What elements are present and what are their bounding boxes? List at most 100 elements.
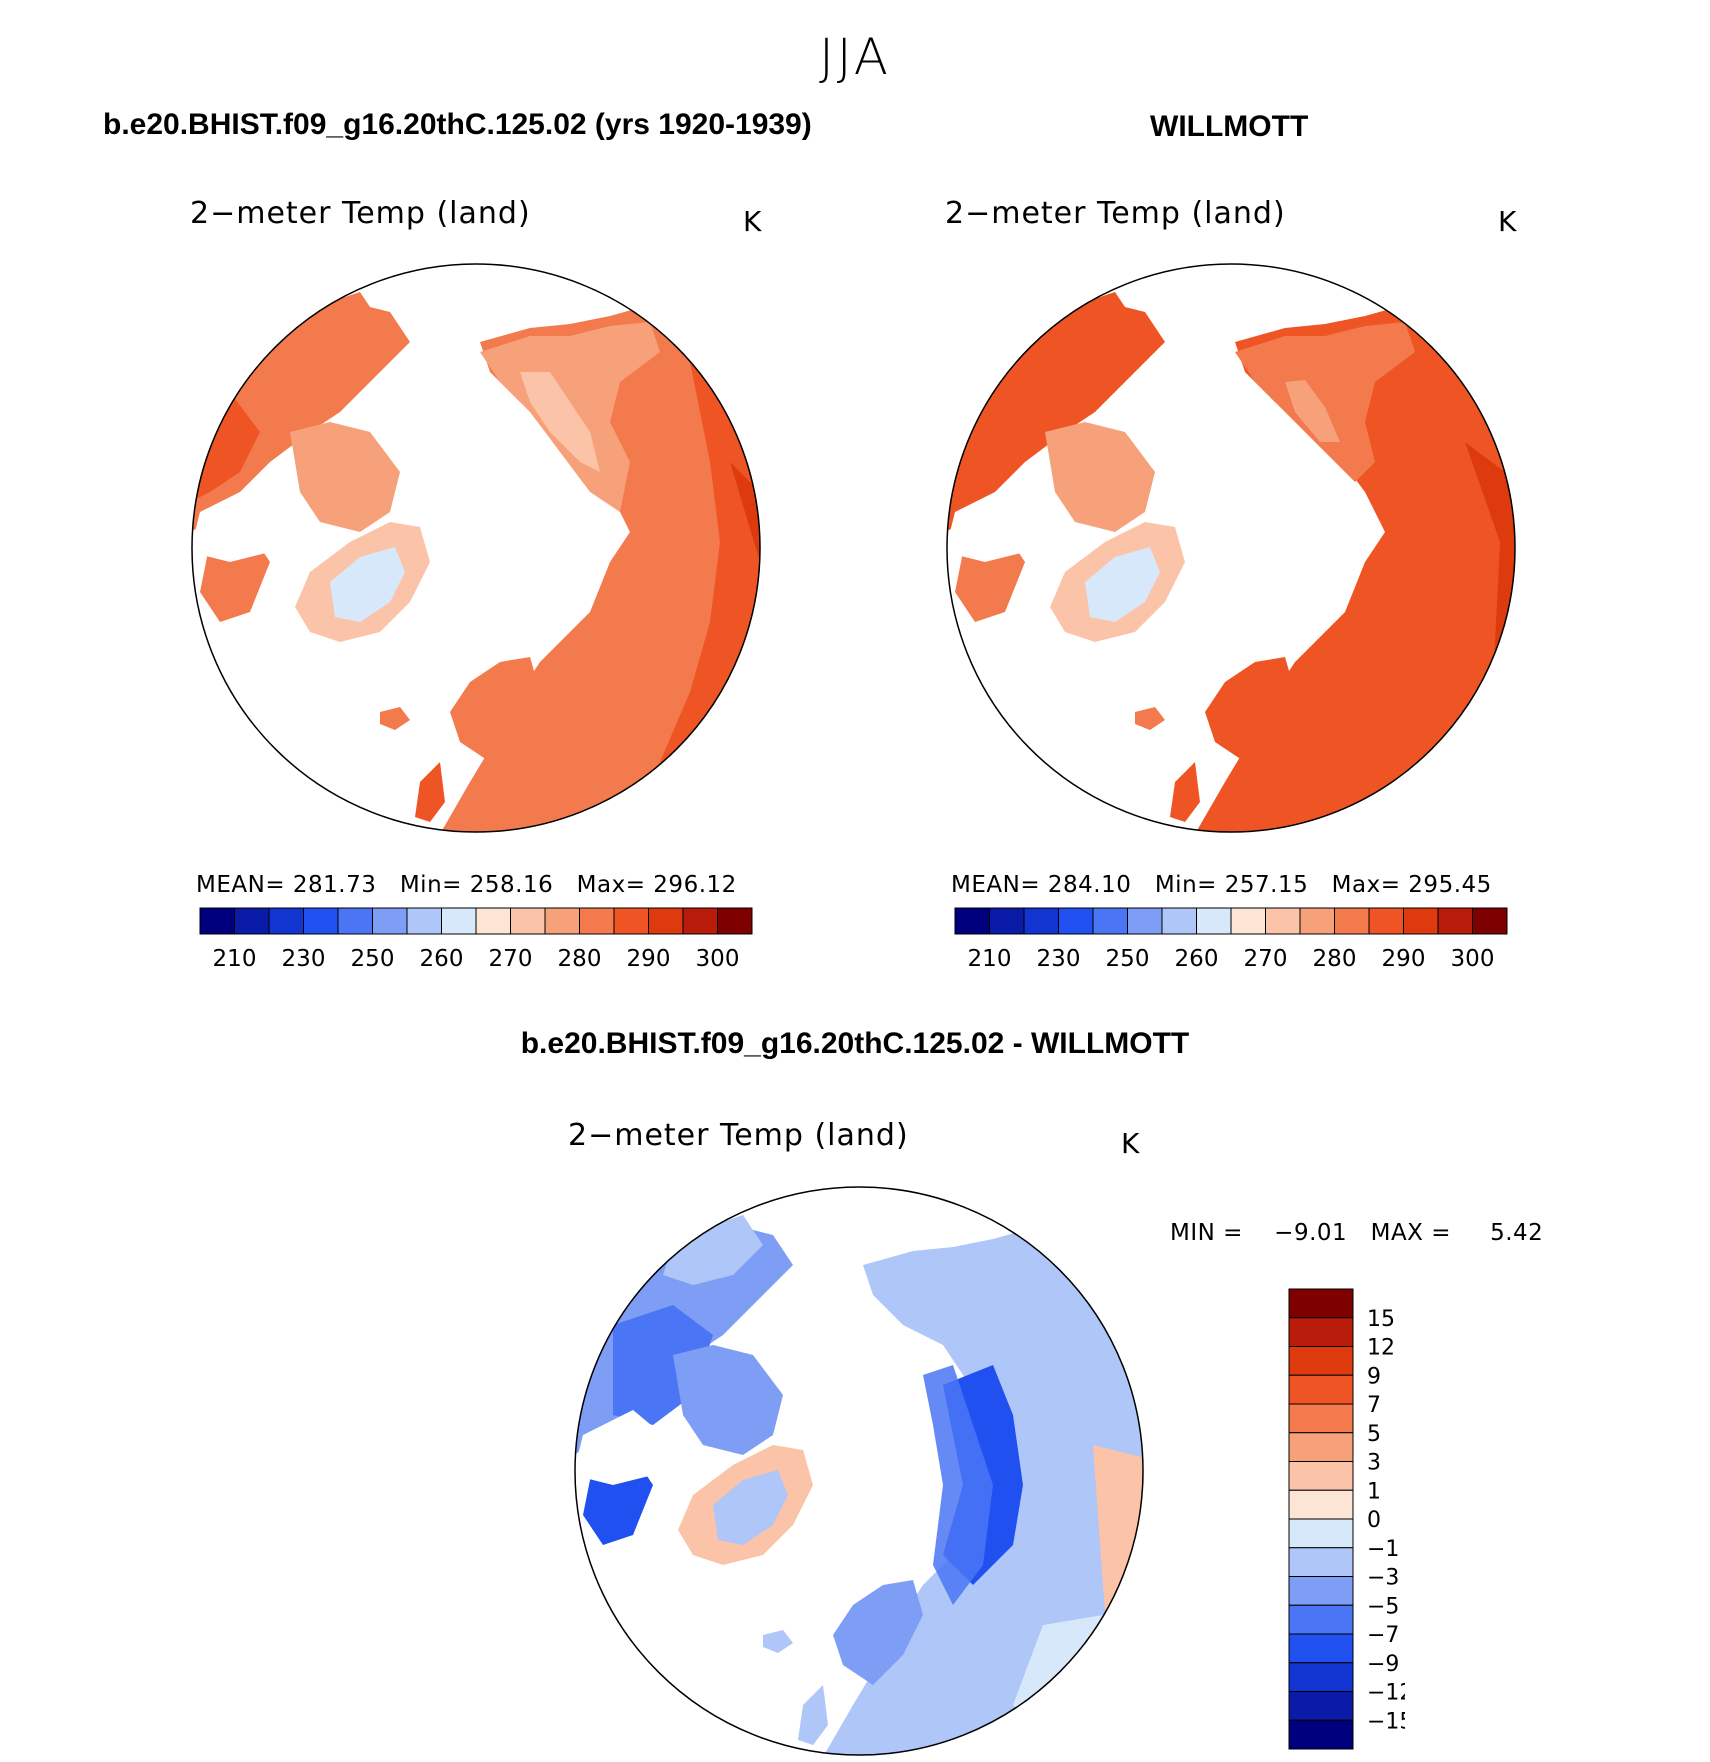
colorbar-tick-label: −12 bbox=[1367, 1681, 1405, 1706]
arctic-coast-cool bbox=[1235, 322, 1415, 482]
diff-stats: MIN = −9.01 MAX = 5.42 bbox=[1170, 1220, 1543, 1246]
colorbar-tick-label: 3 bbox=[1367, 1451, 1381, 1476]
panel-1-mean-label: MEAN= bbox=[196, 872, 286, 898]
panel-2-max-value: 295.45 bbox=[1408, 872, 1492, 898]
colorbar-swatch bbox=[303, 907, 339, 935]
panel-2-polar-map bbox=[946, 263, 1516, 833]
panel-2-max-label: Max= bbox=[1331, 872, 1401, 898]
british-isles bbox=[1170, 762, 1200, 822]
scandinavia bbox=[833, 1580, 923, 1685]
colorbar-swatch bbox=[1230, 907, 1266, 935]
panel-2-case-title: WILLMOTT bbox=[1150, 110, 1309, 143]
colorbar-swatch bbox=[1288, 1633, 1354, 1664]
colorbar-swatch bbox=[1127, 907, 1163, 935]
colorbar-tick-label: 270 bbox=[489, 946, 533, 972]
colorbar-swatch bbox=[1265, 907, 1301, 935]
colorbar-tick-label: −5 bbox=[1367, 1594, 1399, 1619]
diff-variable-label: 2−meter Temp (land) bbox=[568, 1118, 909, 1153]
alaska bbox=[663, 1215, 763, 1285]
colorbar-tick-label: 270 bbox=[1244, 946, 1288, 972]
colorbar-tick-label: −7 bbox=[1367, 1623, 1399, 1648]
panel-2-mean-value: 284.10 bbox=[1047, 872, 1132, 898]
panel-1-stats: MEAN= 281.73 Min= 258.16 Max= 296.12 bbox=[196, 872, 737, 898]
colorbar-tick-label: 300 bbox=[696, 946, 740, 972]
diff-units: K bbox=[1121, 1127, 1140, 1160]
british-isles bbox=[798, 1685, 828, 1745]
colorbar-tick-label: 250 bbox=[1106, 946, 1150, 972]
panel-2-min-label: Min= bbox=[1154, 872, 1217, 898]
iceland bbox=[380, 707, 410, 730]
colorbar-tick-label: 230 bbox=[282, 946, 326, 972]
siberia-cold-bias bbox=[923, 1365, 993, 1605]
hudson-bay bbox=[575, 1410, 663, 1485]
colorbar-swatch bbox=[1472, 907, 1508, 935]
scandinavia bbox=[1205, 657, 1295, 762]
colorbar-tick-label: 230 bbox=[1037, 946, 1081, 972]
colorbar-swatch bbox=[579, 907, 615, 935]
colorbar-tick-label: −1 bbox=[1367, 1537, 1399, 1562]
colorbar-swatch bbox=[682, 907, 718, 935]
panel-2-variable-label: 2−meter Temp (land) bbox=[945, 196, 1286, 231]
panel-1-min-value: 258.16 bbox=[469, 872, 554, 898]
iceland bbox=[1135, 707, 1165, 730]
canada-arctic bbox=[673, 1345, 783, 1455]
colorbar-swatch bbox=[1288, 1346, 1354, 1376]
panel-1-case-title: b.e20.BHIST.f09_g16.20thC.125.02 (yrs 19… bbox=[103, 108, 812, 141]
colorbar-swatch bbox=[268, 907, 304, 935]
colorbar-swatch bbox=[475, 907, 511, 935]
colorbar-swatch bbox=[1368, 907, 1404, 935]
colorbar-swatch bbox=[510, 907, 546, 935]
panel-1-colorbar: 210 230 250 260 270 280 290 300 bbox=[199, 907, 753, 972]
colorbar-swatch bbox=[1288, 1432, 1354, 1462]
colorbar-swatch bbox=[1288, 1374, 1354, 1405]
colorbar-swatch bbox=[1161, 907, 1197, 935]
greenland-cool-interior bbox=[713, 1470, 788, 1545]
diff-min-value: −9.01 bbox=[1274, 1220, 1348, 1246]
colorbar-swatch bbox=[1288, 1317, 1354, 1347]
panel-1-variable-label: 2−meter Temp (land) bbox=[190, 196, 531, 231]
colorbar-swatch bbox=[717, 907, 753, 935]
colorbar-tick-label: 15 bbox=[1367, 1307, 1395, 1332]
alaska bbox=[1035, 292, 1135, 362]
colorbar-swatch bbox=[1023, 907, 1059, 935]
diff-max-label: MAX = bbox=[1370, 1220, 1452, 1246]
colorbar-swatch bbox=[1196, 907, 1232, 935]
colorbar-tick-label: 0 bbox=[1367, 1508, 1381, 1533]
colorbar-swatch bbox=[1092, 907, 1128, 935]
colorbar-swatch bbox=[1288, 1547, 1354, 1577]
colorbar-swatch bbox=[1288, 1604, 1354, 1635]
colorbar-tick-label: −15 bbox=[1367, 1709, 1405, 1734]
colorbar-swatch bbox=[648, 907, 684, 935]
colorbar-swatch bbox=[1299, 907, 1335, 935]
iceland bbox=[763, 1630, 793, 1653]
colorbar-swatch bbox=[1288, 1489, 1354, 1520]
colorbar-swatch bbox=[544, 907, 580, 935]
panel-1-min-label: Min= bbox=[399, 872, 462, 898]
colorbar-tick-label: 290 bbox=[627, 946, 671, 972]
colorbar-swatch bbox=[989, 907, 1025, 935]
colorbar-swatch bbox=[199, 907, 235, 935]
colorbar-swatch bbox=[1058, 907, 1094, 935]
colorbar-swatch bbox=[1288, 1461, 1354, 1491]
colorbar-tick-label: 280 bbox=[1313, 946, 1357, 972]
colorbar-tick-label: 290 bbox=[1382, 946, 1426, 972]
colorbar-swatch bbox=[1334, 907, 1370, 935]
colorbar-swatch bbox=[406, 907, 442, 935]
figure-title: JJA bbox=[819, 28, 891, 86]
greenland-ice bbox=[1085, 547, 1160, 622]
colorbar-tick-label: 300 bbox=[1451, 946, 1495, 972]
colorbar-tick-label: 9 bbox=[1367, 1364, 1381, 1389]
taimyr-cold bbox=[1285, 380, 1340, 442]
diff-min-label: MIN = bbox=[1170, 1220, 1243, 1246]
colorbar-tick-label: 5 bbox=[1367, 1422, 1381, 1447]
colorbar-swatch bbox=[441, 907, 477, 935]
panel-1-max-value: 296.12 bbox=[653, 872, 737, 898]
colorbar-tick-label: −3 bbox=[1367, 1566, 1399, 1591]
panel-1-max-label: Max= bbox=[576, 872, 646, 898]
greenland-ice bbox=[330, 547, 405, 622]
colorbar-swatch bbox=[1437, 907, 1473, 935]
panel-2-colorbar: 210 230 250 260 270 280 290 300 bbox=[954, 907, 1508, 972]
taimyr-cold bbox=[520, 372, 600, 472]
colorbar-tick-label: −9 bbox=[1367, 1652, 1399, 1677]
colorbar-swatch bbox=[1403, 907, 1439, 935]
